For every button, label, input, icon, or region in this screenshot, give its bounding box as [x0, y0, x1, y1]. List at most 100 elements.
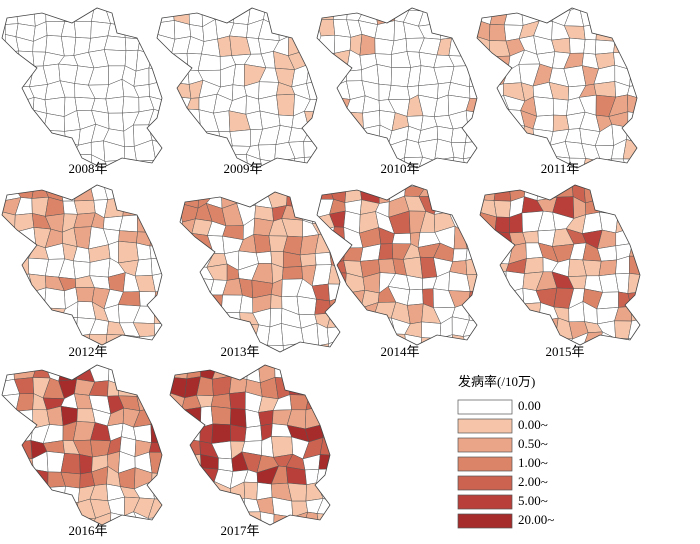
- county: [14, 485, 33, 505]
- county: [622, 158, 637, 168]
- county: [2, 100, 22, 117]
- county: [28, 511, 51, 525]
- county: [181, 454, 202, 471]
- legend-label: 0.50~: [518, 436, 548, 451]
- county: [347, 316, 362, 339]
- county: [180, 325, 198, 340]
- county: [15, 422, 34, 443]
- county: [469, 65, 477, 88]
- county: [154, 331, 162, 345]
- county: [448, 36, 467, 57]
- county: [322, 424, 330, 440]
- county: [14, 501, 33, 516]
- county: [503, 123, 525, 143]
- county: [3, 319, 16, 340]
- legend-swatch: [457, 399, 513, 415]
- county: [450, 9, 471, 28]
- county: [334, 140, 351, 160]
- province-outline: [1, 184, 163, 346]
- county: [526, 319, 544, 336]
- county: [598, 273, 619, 293]
- county: [615, 212, 634, 234]
- county: [303, 155, 317, 168]
- county: [180, 338, 198, 352]
- county: [14, 125, 34, 145]
- county: [76, 408, 96, 423]
- county: [625, 19, 637, 42]
- panel-label: 2012年: [68, 344, 107, 359]
- map-panel: [2, 8, 162, 168]
- county: [534, 144, 552, 162]
- county: [184, 486, 204, 504]
- county: [150, 424, 162, 444]
- county: [73, 21, 92, 39]
- county: [170, 481, 188, 499]
- county: [630, 52, 637, 71]
- county: [510, 317, 530, 340]
- map-panel: [170, 365, 330, 525]
- county: [286, 192, 303, 208]
- county: [103, 35, 127, 52]
- county: [552, 98, 569, 116]
- county: [595, 185, 618, 203]
- county: [193, 277, 215, 301]
- legend-label: 0.00: [518, 398, 541, 413]
- county: [303, 128, 317, 142]
- county: [420, 337, 441, 345]
- county: [304, 110, 317, 131]
- county: [614, 19, 628, 42]
- county: [630, 301, 640, 322]
- county: [462, 333, 477, 345]
- county: [480, 260, 499, 275]
- county: [182, 138, 206, 161]
- county: [2, 227, 18, 250]
- county: [520, 142, 540, 162]
- county: [195, 516, 218, 525]
- county: [148, 67, 162, 85]
- county: [345, 111, 364, 131]
- county: [157, 51, 175, 67]
- county: [217, 35, 232, 57]
- county: [2, 8, 19, 25]
- county: [170, 157, 190, 168]
- county: [243, 481, 258, 501]
- county: [2, 125, 16, 147]
- county: [319, 437, 330, 456]
- county: [258, 144, 277, 163]
- map-panel: [477, 8, 637, 168]
- county: [278, 8, 296, 28]
- county: [63, 501, 79, 520]
- county: [633, 185, 640, 202]
- county: [151, 214, 162, 233]
- county: [16, 287, 34, 310]
- county: [47, 495, 65, 518]
- county: [48, 154, 65, 168]
- county: [2, 514, 18, 525]
- county: [520, 155, 540, 168]
- county: [493, 200, 512, 218]
- county: [332, 49, 351, 72]
- map-panel: [317, 185, 477, 345]
- county: [154, 290, 162, 309]
- county: [229, 375, 248, 394]
- county: [150, 406, 162, 428]
- county: [477, 113, 491, 127]
- county: [334, 156, 351, 168]
- county: [211, 375, 232, 397]
- county: [344, 289, 366, 309]
- county: [533, 96, 554, 117]
- panel-label: 2010年: [380, 161, 419, 176]
- county: [2, 154, 18, 168]
- county: [180, 299, 195, 315]
- county: [467, 302, 477, 322]
- county: [2, 274, 21, 294]
- county: [487, 123, 506, 142]
- county: [480, 240, 499, 264]
- county: [28, 495, 51, 518]
- county: [276, 93, 295, 117]
- county: [332, 96, 351, 113]
- province-outline: [316, 7, 478, 169]
- county: [180, 277, 197, 301]
- county: [627, 273, 640, 294]
- county: [318, 381, 330, 394]
